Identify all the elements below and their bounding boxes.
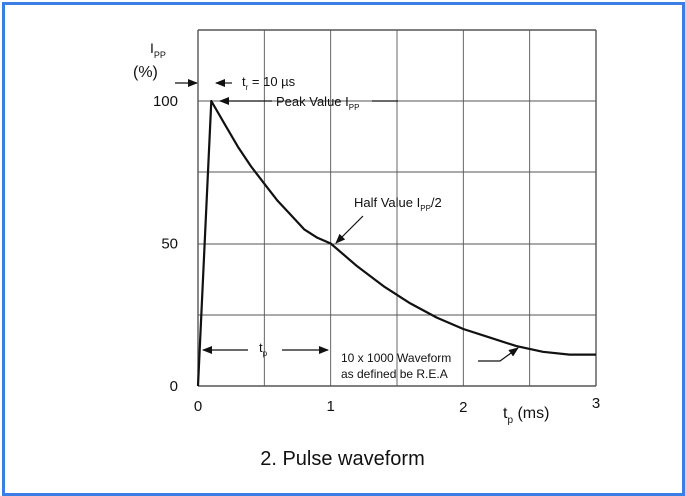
y-tick-label: 50 — [161, 236, 178, 253]
curve-layer — [196, 99, 596, 387]
x-tick-label: 2 — [459, 399, 467, 416]
waveform-arrow — [478, 347, 519, 362]
waveform-label-line1: 10 x 1000 Waveform — [341, 351, 451, 365]
y-tick-label: 100 — [153, 93, 178, 110]
x-tick-label: 1 — [326, 398, 334, 415]
x-tick-label: 0 — [194, 398, 202, 415]
figure-caption: 2. Pulse waveform — [260, 448, 425, 470]
series-line-pulse — [196, 99, 596, 387]
half-value-label: Half Value IPP/2 — [354, 195, 442, 213]
x-tick-label: 3 — [592, 395, 600, 412]
half-value-arrow — [335, 215, 364, 244]
x-axis-label: tp (ms) — [503, 405, 549, 426]
y-tick-label: 0 — [170, 378, 178, 395]
y-axis-label-main: IPP — [150, 40, 166, 60]
rise-time-label: tr = 10 µs — [242, 74, 296, 92]
tp-label: tp — [259, 340, 268, 358]
peak-label: Peak Value IPP — [276, 94, 359, 112]
tick-labels: 0 1 2 3 0 50 100 — [153, 93, 600, 416]
waveform-label-line2: as defined be R.E.A — [341, 367, 448, 381]
y-axis-label-unit: (%) — [133, 64, 158, 81]
